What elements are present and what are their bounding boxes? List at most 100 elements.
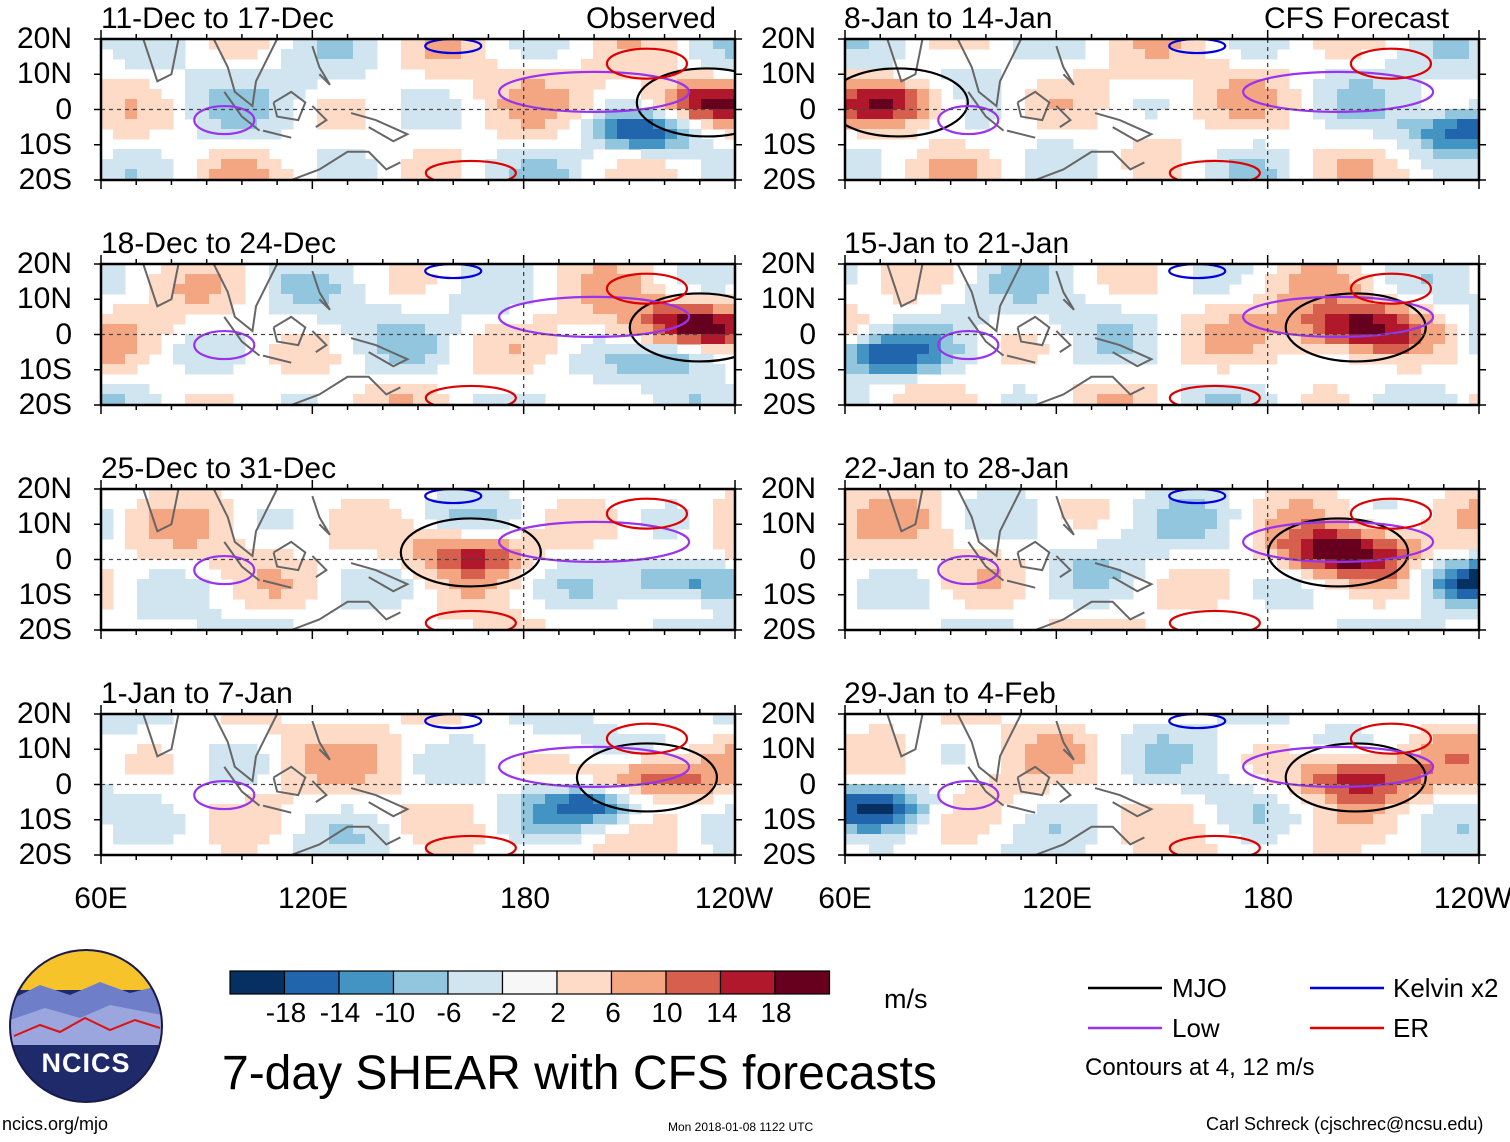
y-tick-label: 20S — [18, 163, 72, 196]
shade-cell — [1433, 39, 1446, 50]
shade-cell — [461, 39, 474, 50]
shade-cell — [941, 569, 954, 580]
shade-cell — [293, 49, 306, 60]
shade-cell — [257, 159, 270, 170]
shade-cell — [1145, 539, 1158, 550]
shade-cell — [629, 314, 642, 325]
shade-cell — [1445, 139, 1458, 150]
shade-cell — [1265, 744, 1278, 755]
shade-cell — [233, 834, 246, 845]
shade-cell — [1349, 284, 1362, 295]
shade-cell — [869, 109, 882, 120]
shade-cell — [629, 734, 642, 745]
shade-cell — [293, 734, 306, 745]
shade-cell — [1025, 354, 1038, 365]
shade-cell — [269, 549, 282, 560]
shade-cell — [965, 834, 978, 845]
shade-cell — [1241, 794, 1254, 805]
shade-cell — [713, 529, 726, 540]
shade-cell — [1397, 579, 1410, 590]
footer-url[interactable]: ncics.org/mjo — [2, 1114, 109, 1134]
shade-cell — [1469, 99, 1479, 110]
shade-cell — [857, 754, 870, 765]
shade-cell — [341, 159, 354, 170]
shade-cell — [329, 274, 342, 285]
shade-cell — [1169, 169, 1182, 180]
shade-cell — [137, 314, 150, 325]
shade-cell — [533, 724, 546, 735]
shade-cell — [353, 784, 366, 795]
coastline — [1016, 765, 1051, 797]
shade-cell — [1241, 79, 1254, 90]
shade-cell — [1073, 744, 1086, 755]
shade-cell — [1397, 89, 1410, 100]
shade-cell — [473, 579, 486, 590]
shade-cell — [1385, 99, 1398, 110]
shade-cell — [221, 39, 234, 50]
shade-cell — [365, 754, 378, 765]
shade-cell — [713, 509, 726, 520]
shade-cell — [137, 99, 150, 110]
shade-cell — [1337, 834, 1350, 845]
shade-cell — [1421, 519, 1434, 530]
shade-cell — [209, 509, 222, 520]
shade-cell — [845, 784, 858, 795]
shade-cell — [725, 734, 735, 745]
shade-cell — [1205, 394, 1218, 405]
shade-cell — [1037, 264, 1050, 275]
shade-cell — [317, 764, 330, 775]
shade-cell — [353, 529, 366, 540]
shade-cell — [1217, 794, 1230, 805]
shade-cell — [1001, 734, 1014, 745]
shade-cell — [149, 314, 162, 325]
shade-cell — [281, 394, 294, 405]
shade-cell — [197, 489, 210, 500]
shade-cell — [401, 59, 414, 70]
shade-cell — [1349, 69, 1362, 80]
shade-cell — [1049, 764, 1062, 775]
shade-cell — [593, 529, 606, 540]
colorbar-tick: 2 — [550, 997, 566, 1028]
shade-cell — [221, 814, 234, 825]
shade-cell — [1313, 314, 1326, 325]
shade-cell — [1133, 324, 1146, 335]
shade-cell — [497, 579, 510, 590]
shade-cell — [533, 354, 546, 365]
shade-cell — [1397, 334, 1410, 345]
shade-cell — [1085, 159, 1098, 170]
shade-cell — [689, 774, 702, 785]
shade-cell — [425, 354, 438, 365]
shade-cell — [269, 304, 282, 315]
shade-cell — [353, 744, 366, 755]
shade-cell — [1361, 149, 1374, 160]
shade-cell — [1085, 589, 1098, 600]
shade-cell — [341, 509, 354, 520]
shade-cell — [389, 784, 402, 795]
shade-cell — [269, 89, 282, 100]
shade-cell — [341, 824, 354, 835]
shade-cell — [1469, 149, 1479, 160]
shade-cell — [305, 589, 318, 600]
shade-cell — [257, 824, 270, 835]
shade-cell — [1205, 529, 1218, 540]
shade-cell — [1193, 824, 1206, 835]
shade-cell — [701, 569, 714, 580]
shade-cell — [1181, 724, 1194, 735]
shade-cell — [1073, 109, 1086, 120]
shade-cell — [593, 139, 606, 150]
shade-cell — [845, 149, 858, 160]
shade-cell — [713, 764, 726, 775]
shade-cell — [893, 804, 906, 815]
shade-cell — [581, 714, 594, 725]
shade-cell — [365, 159, 378, 170]
coastline — [142, 39, 180, 83]
shade-cell — [1169, 814, 1182, 825]
shade-cell — [893, 529, 906, 540]
shade-cell — [1325, 549, 1338, 560]
shade-cell — [1301, 774, 1314, 785]
shade-cell — [1421, 384, 1434, 395]
shade-cell — [977, 579, 990, 590]
shade-cell — [197, 394, 210, 405]
shade-cell — [101, 394, 114, 405]
shade-cell — [617, 589, 630, 600]
